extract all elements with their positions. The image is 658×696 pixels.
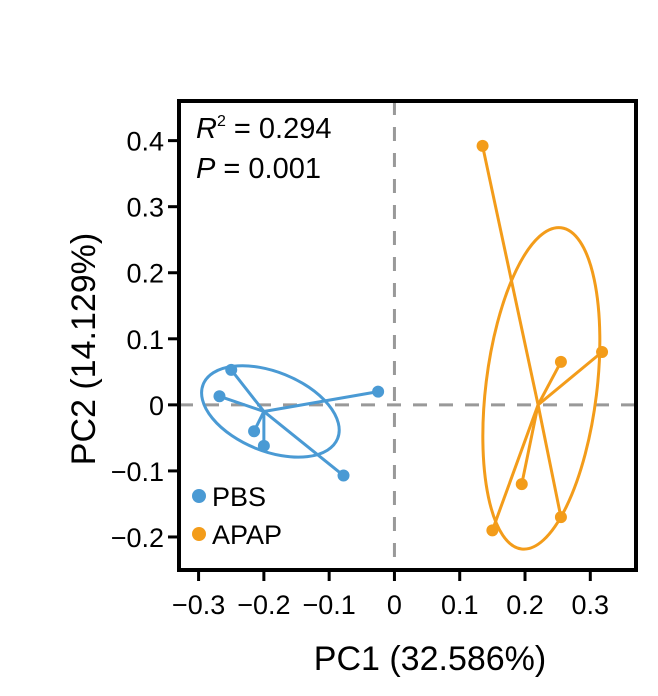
- apap-spoke-6: [536, 404, 563, 518]
- apap-spoke-1: [481, 145, 540, 406]
- y-tick-label: 0.2: [126, 259, 164, 289]
- pbs-spoke-5: [262, 410, 345, 477]
- pbs-point-6: [372, 385, 385, 398]
- apap-spoke-5: [490, 404, 540, 531]
- r2-value: = 0.294: [226, 113, 332, 145]
- legend-label-pbs: PBS: [212, 482, 266, 512]
- apap-point-4: [515, 478, 528, 491]
- y-axis-title: PC2 (14.129%): [65, 233, 103, 465]
- pbs-point-3: [248, 425, 261, 438]
- x-tick-label: 0.3: [572, 590, 610, 620]
- pbs-point-5: [337, 469, 350, 482]
- y-tick-label: 0.4: [126, 127, 164, 157]
- centroid-spokes: [218, 145, 604, 531]
- r2-symbol: R: [196, 113, 217, 145]
- apap-spoke-4: [520, 404, 540, 485]
- pbs-spoke-1: [230, 368, 266, 413]
- reference-lines: [179, 101, 636, 570]
- r2-superscript: 2: [217, 113, 226, 130]
- p-value: = 0.001: [215, 153, 321, 185]
- apap-ellipse: [481, 226, 602, 551]
- pbs-point-4: [257, 439, 270, 452]
- y-axis-ticks: 0.4 0.3 0.2 0.1 0 −0.1 −0.2: [111, 127, 179, 553]
- apap-point-3: [596, 346, 609, 359]
- x-tick-label: −0.2: [237, 590, 290, 620]
- p-symbol: P: [196, 153, 216, 185]
- data-points: [213, 139, 609, 537]
- x-axis-title: PC1 (32.586%): [314, 640, 546, 678]
- apap-point-6: [554, 511, 567, 524]
- y-tick-label: 0.1: [126, 325, 164, 355]
- confidence-ellipses: [200, 226, 602, 551]
- stat-p: P = 0.001: [196, 153, 321, 185]
- x-tick-label: 0.2: [506, 590, 544, 620]
- legend: PBS APAP: [192, 482, 282, 550]
- pbs-ellipse: [200, 364, 341, 459]
- x-tick-label: −0.3: [172, 590, 225, 620]
- pbs-point-1: [225, 363, 238, 376]
- y-tick-label: −0.2: [111, 523, 164, 553]
- stat-r2: R2 = 0.294: [196, 113, 331, 145]
- apap-spoke-2: [536, 361, 563, 406]
- apap-point-1: [476, 139, 489, 152]
- apap-point-2: [554, 355, 567, 368]
- y-tick-label: 0: [149, 391, 164, 421]
- apap-spoke-3: [537, 350, 604, 407]
- y-tick-label: 0.3: [126, 193, 164, 223]
- pbs-point-2: [213, 390, 226, 403]
- x-axis-ticks: −0.3 −0.2 −0.1 0 0.1 0.2 0.3: [172, 570, 609, 620]
- pbs-spoke-6: [263, 390, 379, 413]
- x-tick-label: 0.1: [441, 590, 479, 620]
- legend-marker-apap: [192, 527, 206, 541]
- legend-label-apap: APAP: [212, 520, 282, 550]
- x-tick-label: −0.1: [303, 590, 356, 620]
- y-tick-label: −0.1: [111, 457, 164, 487]
- x-tick-label: 0: [387, 590, 402, 620]
- pbs-spoke-2: [218, 394, 265, 413]
- legend-marker-pbs: [192, 489, 206, 503]
- apap-point-5: [486, 524, 499, 537]
- plot-frame: [177, 99, 638, 572]
